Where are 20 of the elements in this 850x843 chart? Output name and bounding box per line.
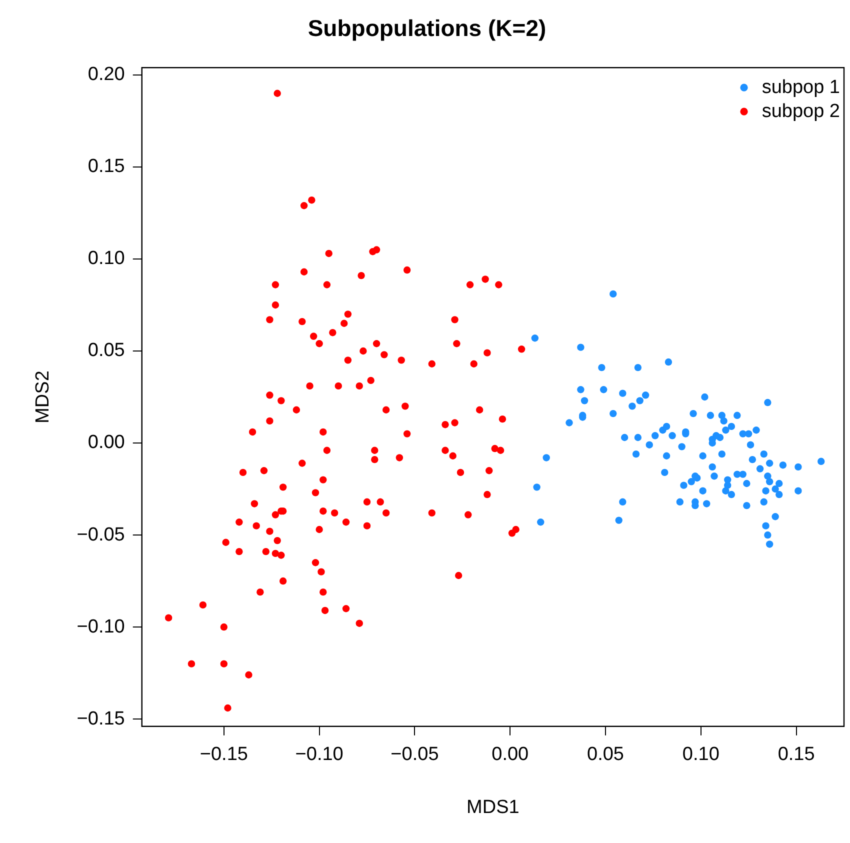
y-tick-label: 0.05 [88,340,125,362]
y-tick-label: 0.20 [88,64,125,86]
x-tick-label: 0.00 [492,744,529,766]
y-tick-label: −0.10 [76,616,125,638]
y-tick-label: −0.15 [76,708,125,730]
x-tick-label: 0.15 [778,744,815,766]
x-tick-label: −0.15 [200,744,248,766]
y-axis-title: MDS2 [32,370,54,424]
x-tick-label: −0.05 [390,744,439,766]
x-axis-title: MDS1 [466,796,520,818]
x-tick-label: 0.05 [587,744,624,766]
chart-title: Subpopulations (K=2) [308,15,546,42]
x-tick-label: 0.10 [682,744,720,766]
x-tick-label: −0.10 [295,744,344,766]
legend-label: subpop 2 [762,100,840,122]
y-tick-label: −0.05 [76,524,125,546]
y-tick-label: 0.10 [88,248,125,270]
y-tick-label: 0.00 [88,432,125,454]
y-tick-label: 0.15 [88,156,125,178]
legend-label: subpop 1 [762,76,840,98]
